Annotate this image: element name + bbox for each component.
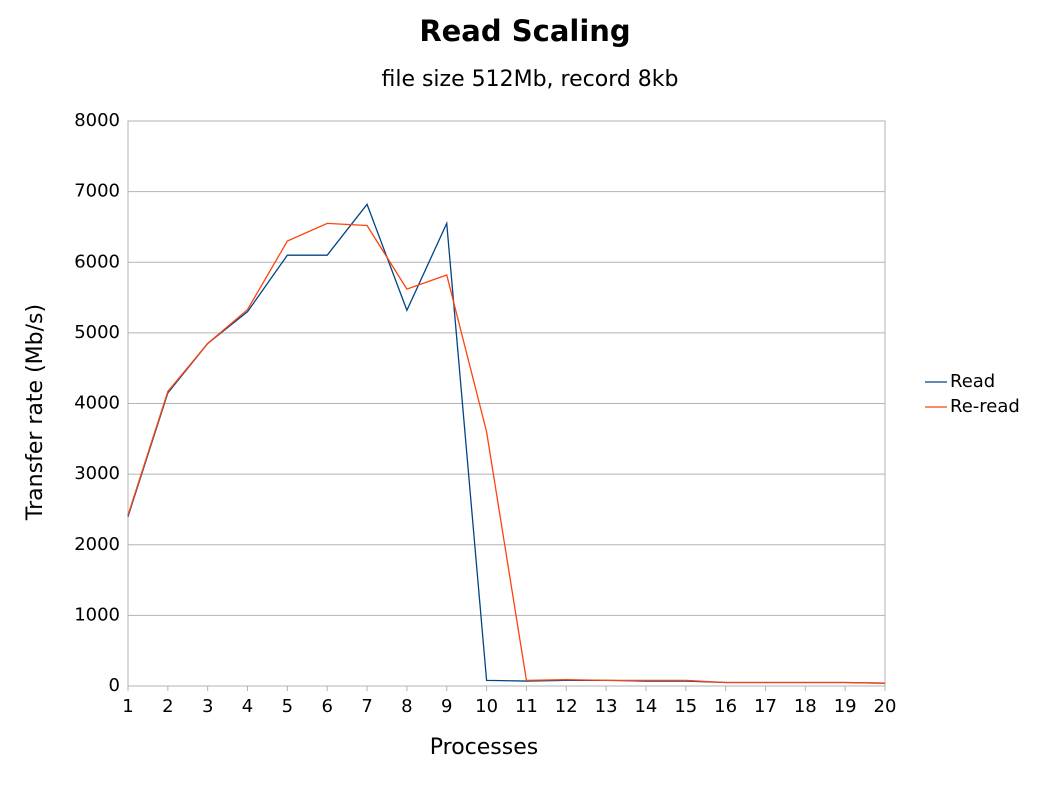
- series-line: [127, 222, 886, 684]
- x-tick-label: 19: [834, 696, 857, 717]
- x-tick-label: 4: [242, 696, 253, 717]
- x-tick-label: 17: [754, 696, 777, 717]
- x-tick-label: 6: [321, 696, 332, 717]
- x-tick-label: 5: [282, 696, 293, 717]
- x-tick-label: 9: [441, 696, 452, 717]
- x-tick-label: 14: [634, 696, 657, 717]
- y-tick-label: 4000: [74, 393, 120, 414]
- y-tick-label: 7000: [74, 181, 120, 202]
- x-tick-label: 3: [202, 696, 213, 717]
- x-tick-label: 18: [794, 696, 817, 717]
- x-tick-label: 12: [555, 696, 578, 717]
- x-tick-label: 8: [401, 696, 412, 717]
- x-tick-label: 13: [595, 696, 618, 717]
- y-axis-label: Transfer rate (Mb/s): [23, 304, 48, 521]
- series-line: [127, 203, 886, 684]
- chart-title: Read Scaling: [419, 14, 630, 48]
- x-tick-label: 7: [361, 696, 372, 717]
- x-tick-label: 15: [674, 696, 697, 717]
- y-tick-label: 3000: [74, 463, 120, 484]
- chart-subtitle: file size 512Mb, record 8kb: [381, 67, 678, 92]
- y-tick-label: 5000: [74, 322, 120, 343]
- x-tick-label: 11: [515, 696, 538, 717]
- y-tick-label: 1000: [74, 604, 120, 625]
- y-tick-label: 6000: [74, 251, 120, 272]
- legend-label: Re-read: [950, 396, 1020, 417]
- y-tick-label: 0: [109, 675, 120, 696]
- x-tick-label: 1: [122, 696, 133, 717]
- x-tick-label: 16: [714, 696, 737, 717]
- x-axis-label: Processes: [430, 735, 538, 760]
- x-tick-label: 20: [874, 696, 897, 717]
- x-tick-label: 10: [475, 696, 498, 717]
- y-tick-label: 2000: [74, 534, 120, 555]
- y-tick-label: 8000: [74, 110, 120, 131]
- x-tick-label: 2: [162, 696, 173, 717]
- legend-label: Read: [950, 371, 995, 392]
